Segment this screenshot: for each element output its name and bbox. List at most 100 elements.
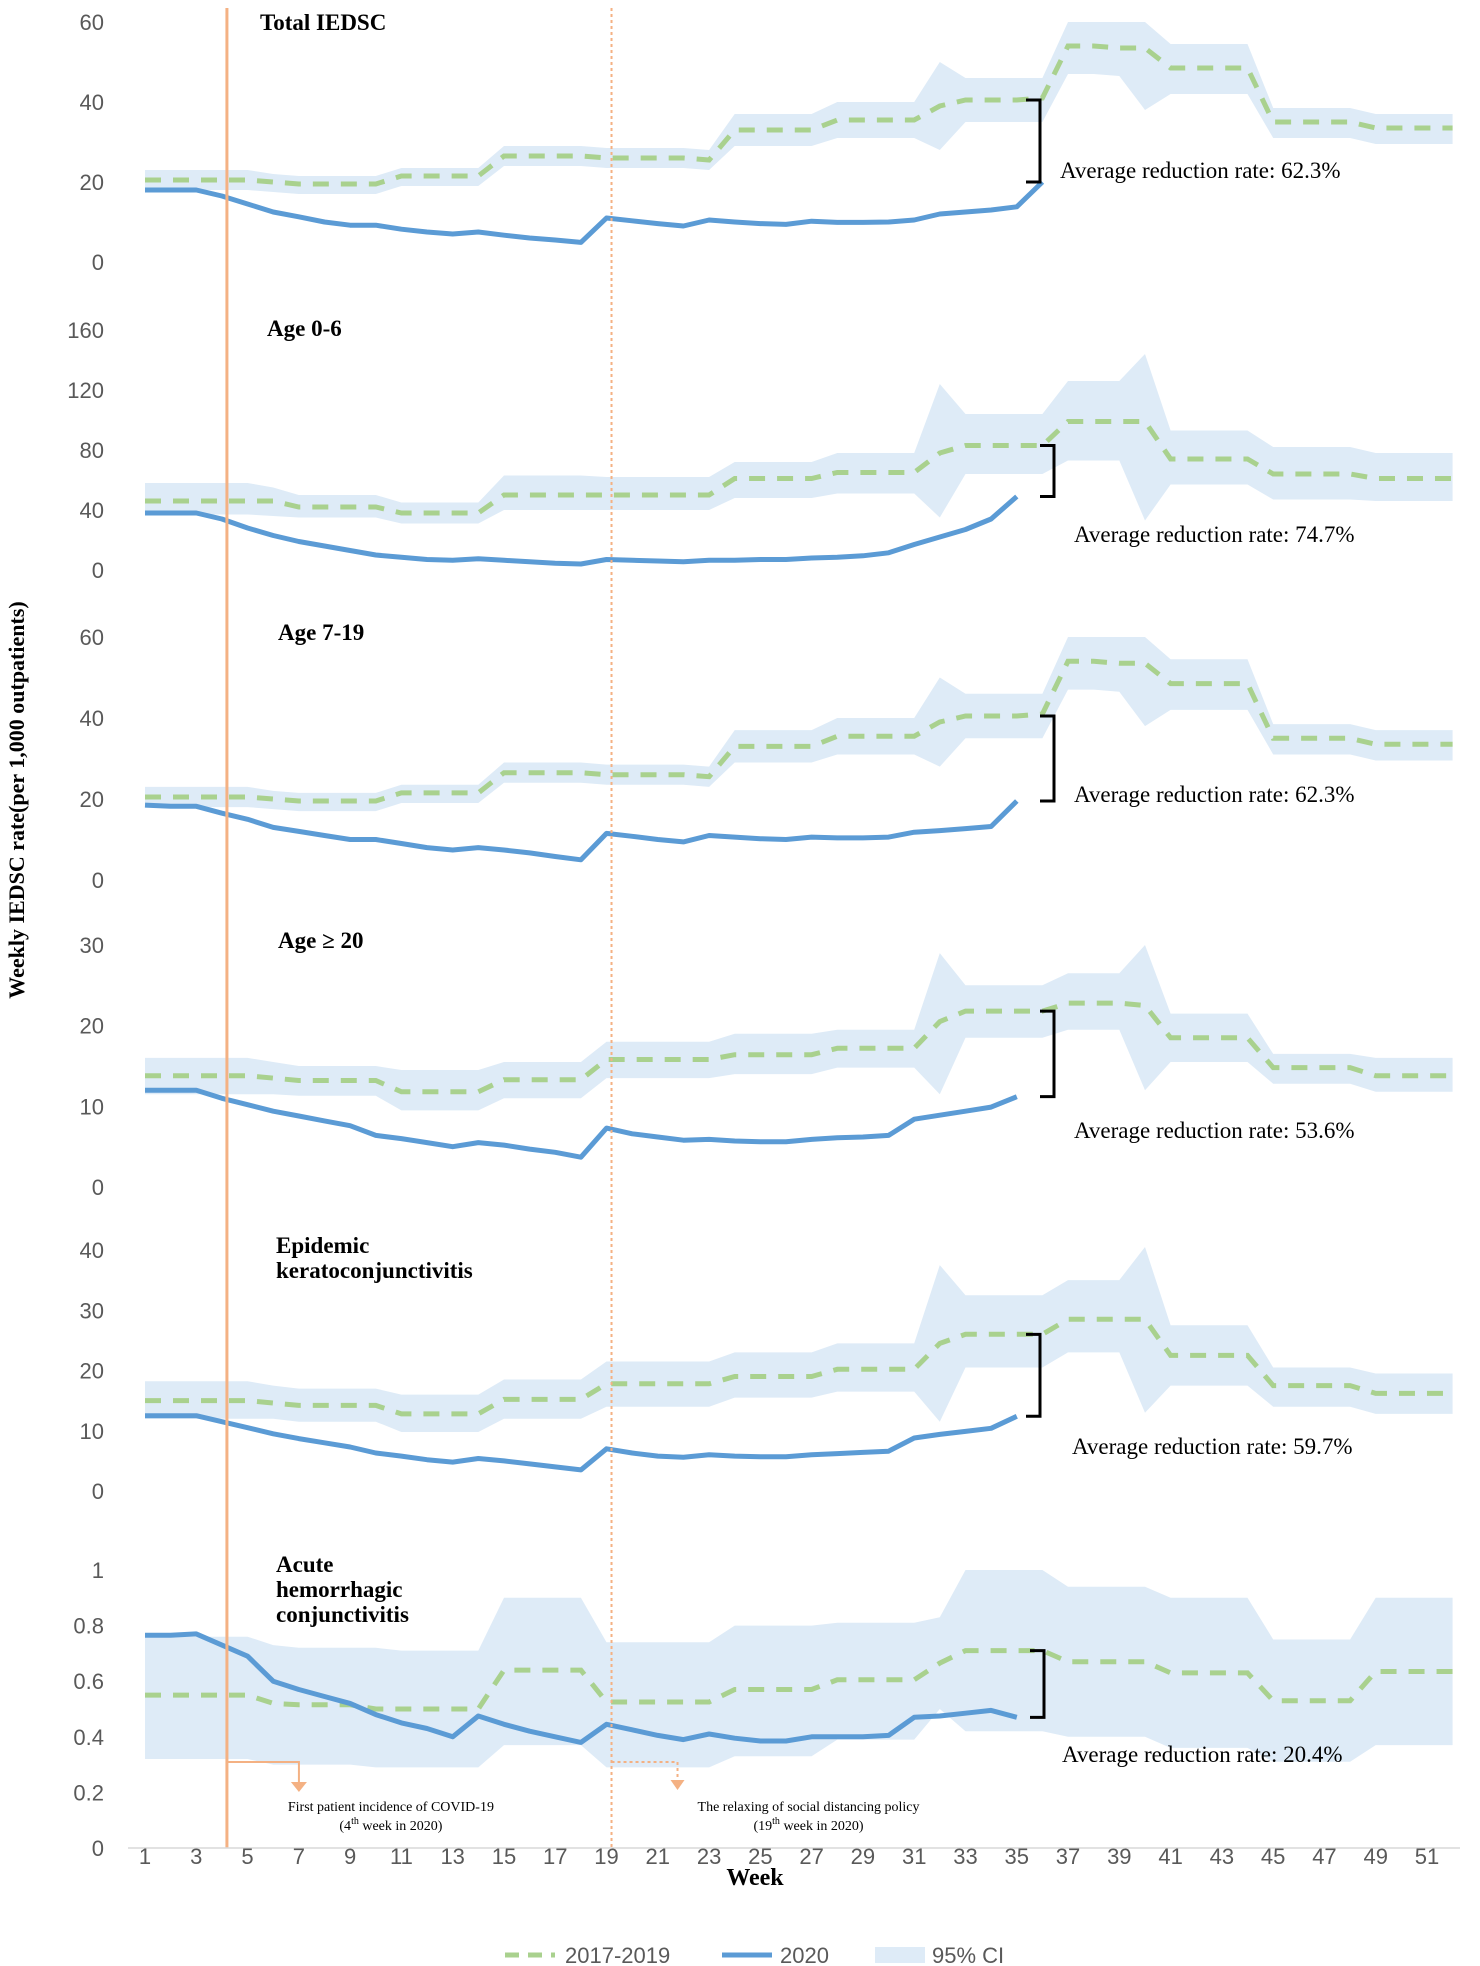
panel-title-line: Age ≥ 20 xyxy=(278,928,363,953)
y-tick-label: 10 xyxy=(80,1419,104,1444)
panel-title: Age 7-19 xyxy=(278,620,364,645)
reduction-rate-label: Average reduction rate: 62.3% xyxy=(1060,158,1341,183)
x-tick-label: 45 xyxy=(1261,1844,1285,1869)
y-tick-label: 0 xyxy=(92,1175,104,1200)
panel-title-line: Age 7-19 xyxy=(278,620,364,645)
y-tick-label: 30 xyxy=(80,933,104,958)
x-tick-label: 19 xyxy=(594,1844,618,1869)
legend-ci-swatch xyxy=(875,1947,925,1963)
y-tick-label: 60 xyxy=(80,10,104,35)
panel-title-line: Total IEDSC xyxy=(260,10,386,35)
panel-title: Age ≥ 20 xyxy=(278,928,363,953)
x-tick-label: 17 xyxy=(543,1844,567,1869)
series-2020-line xyxy=(145,1631,1018,1745)
x-tick-label: 37 xyxy=(1056,1844,1080,1869)
y-tick-label: 120 xyxy=(67,378,104,403)
y-tick-label: 80 xyxy=(80,438,104,463)
x-tick-label: 49 xyxy=(1363,1844,1387,1869)
y-axis-label: Weekly IEDSC rate(per 1,000 outpatients) xyxy=(4,601,29,998)
event-label-text: week in 2020) xyxy=(359,1819,443,1834)
y-tick-label: 60 xyxy=(80,625,104,650)
reduction-bracket xyxy=(1040,444,1056,498)
x-tick-label: 21 xyxy=(646,1844,670,1869)
y-tick-label: 0 xyxy=(92,250,104,275)
ci-band xyxy=(145,354,1453,524)
series-2020-line xyxy=(144,799,1019,863)
y-tick-label: 40 xyxy=(80,498,104,523)
x-tick-label: 35 xyxy=(1005,1844,1029,1869)
y-tick-label: 20 xyxy=(80,787,104,812)
ci-band xyxy=(145,637,1453,812)
panel-3: 0 20 40 60 Average reduction rate: 62.3% Age … xyxy=(80,620,1453,893)
y-tick-label: 0 xyxy=(92,558,104,583)
event-label-line2: (4th week in 2020) xyxy=(339,1816,442,1834)
panel-title: Total IEDSC xyxy=(260,10,386,35)
reduction-rate-label: Average reduction rate: 20.4% xyxy=(1062,1742,1343,1767)
x-tick-label: 15 xyxy=(492,1844,516,1869)
y-tick-label: 0.4 xyxy=(73,1725,104,1750)
event-label-superscript: th xyxy=(772,1816,780,1827)
panel-2: 0 40 80 120 160 Average reduction rate: 74.7%… xyxy=(67,316,1453,583)
x-tick-label: 11 xyxy=(390,1844,413,1869)
events-layer: First patient incidence of COVID-19(4th … xyxy=(225,8,920,1848)
event-label-line2: (19th week in 2020) xyxy=(753,1816,863,1834)
panel-title: Epidemic keratoconjunctivitis xyxy=(276,1233,473,1283)
reduction-bracket xyxy=(1026,98,1042,184)
panel-1: 0 20 40 60 Average reduction rate: 62.3% Tota… xyxy=(80,10,1453,275)
x-tick-label: 13 xyxy=(440,1844,464,1869)
ci-band xyxy=(145,22,1453,194)
x-axis-label: Week xyxy=(726,1865,784,1891)
event-label-line1: The relaxing of social distancing policy xyxy=(698,1800,920,1815)
x-tick-label: 7 xyxy=(293,1844,305,1869)
ci-band xyxy=(145,1247,1453,1432)
x-tick-label: 33 xyxy=(953,1844,977,1869)
reduction-bracket xyxy=(1026,1332,1042,1418)
y-tick-label: 10 xyxy=(80,1094,104,1119)
reduction-rate-label: Average reduction rate: 53.6% xyxy=(1074,1118,1355,1143)
series-2020-line xyxy=(145,180,1045,245)
relax-arrow xyxy=(611,1761,679,1782)
legend-2020-label: 2020 xyxy=(780,1943,829,1966)
x-tick-label: 25 xyxy=(748,1844,772,1869)
y-tick-label: 40 xyxy=(80,706,104,731)
y-tick-label: 0.8 xyxy=(73,1614,104,1639)
series-2020-line xyxy=(145,494,1019,567)
panel-6: 0 0.2 0.4 0.6 0.8 1 Average reduction rate: 20… xyxy=(73,1552,1453,1861)
x-axis: 1 3 5 7 9 11 13 15 17 19 21 23 25 27 29 31 33 35 37 39 41 43 4… xyxy=(128,1844,1460,1869)
reduction-bracket xyxy=(1040,714,1056,803)
series-2020-line xyxy=(145,1413,1018,1473)
x-tick-label: 5 xyxy=(241,1844,253,1869)
x-tick-label: 9 xyxy=(344,1844,356,1869)
reduction-bracket xyxy=(1040,1009,1056,1099)
event-label-text: (19 xyxy=(753,1819,772,1834)
y-tick-label: 0 xyxy=(92,1479,104,1504)
x-tick-label: 43 xyxy=(1210,1844,1234,1869)
y-tick-label: 30 xyxy=(80,1298,104,1323)
reduction-rate-label: Average reduction rate: 62.3% xyxy=(1074,782,1355,807)
panel-title-line: conjunctivitis xyxy=(276,1602,409,1627)
series-2020-line xyxy=(145,1087,1018,1160)
panel-title-line: Age 0-6 xyxy=(267,316,342,341)
reduction-rate-label: Average reduction rate: 74.7% xyxy=(1074,522,1355,547)
y-tick-label: 0.2 xyxy=(73,1780,104,1805)
baseline-2017-2019-line xyxy=(145,1000,1453,1095)
ci-band xyxy=(145,945,1453,1111)
x-tick-label: 29 xyxy=(851,1844,875,1869)
x-tick-label: 51 xyxy=(1415,1844,1439,1869)
panel-5: 0 10 20 30 40 Average reduction rate: 59.7% Ep… xyxy=(80,1233,1453,1504)
reduction-rate-label: Average reduction rate: 59.7% xyxy=(1072,1434,1353,1459)
legend-baseline-label: 2017-2019 xyxy=(565,1943,670,1966)
y-tick-label: 0.6 xyxy=(73,1669,104,1694)
panel-title: Acute hemorrhagic conjunctivitis xyxy=(276,1552,409,1627)
covid-arrow xyxy=(226,1761,300,1784)
y-tick-label: 0 xyxy=(92,1836,104,1861)
y-tick-label: 1 xyxy=(92,1558,104,1583)
y-tick-label: 40 xyxy=(80,90,104,115)
legend: 2017-2019 2020 95% CI xyxy=(505,1943,1004,1966)
y-tick-label: 20 xyxy=(80,170,104,195)
covid-arrow-head xyxy=(290,1782,307,1792)
x-tick-label: 31 xyxy=(902,1844,926,1869)
panels-layer: 0 20 40 60 Average reduction rate: 62.3% Tota… xyxy=(67,10,1453,1861)
reduction-bracket xyxy=(1030,1649,1046,1719)
x-tick-label: 41 xyxy=(1158,1844,1182,1869)
